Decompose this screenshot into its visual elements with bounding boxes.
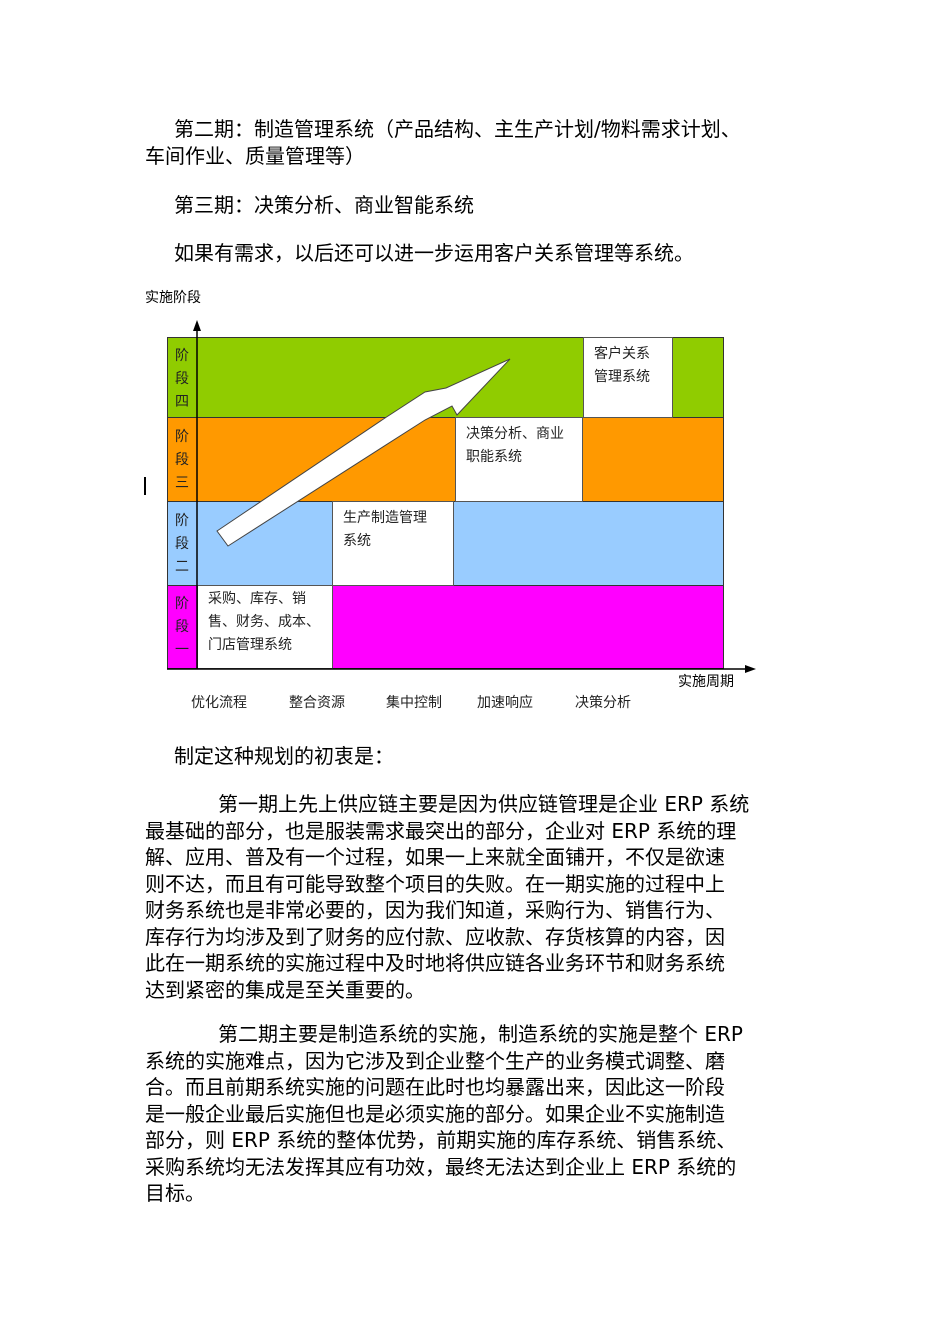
x-axis-label: 实施周期 xyxy=(678,674,734,690)
text-line: 合。而且前期系统实施的问题在此时也均暴露出来，因此这一阶段 xyxy=(145,1075,725,1099)
text-line: 系统的实施难点，因为它涉及到企业整个生产的业务模式调整、磨 xyxy=(145,1048,725,1073)
paragraph-future: 如果有需求，以后还可以进一步运用客户关系管理等系统。 xyxy=(145,240,825,267)
paragraph-phase-two: 第二期：制造管理系统（产品结构、主生产计划/物料需求计划、 车间作业、质量管理等… xyxy=(145,116,825,169)
y-axis-arrowhead xyxy=(193,320,201,331)
x-label: 集中控制 xyxy=(386,695,442,711)
text-line: 是一般企业最后实施但也是必须实施的部分。如果企业不实施制造 xyxy=(145,1101,725,1126)
crm-system-box: 客户关系 管理系统 xyxy=(583,337,673,418)
paragraph-intent: 制定这种规划的初衷是： xyxy=(145,743,825,770)
paragraph-phase-one-rationale: 第一期上先上供应链主要是因为供应链管理是企业 ERP 系统 最基础的部分，也是服… xyxy=(145,791,825,1003)
stage-one-label: 阶段一 xyxy=(175,596,189,658)
manufacturing-system-box: 生产制造管理 系统 xyxy=(332,501,454,586)
text-line: 财务系统也是非常必要的，因为我们知道，采购行为、销售行为、 xyxy=(145,898,725,922)
x-label: 加速响应 xyxy=(477,695,533,711)
diagram-graphics xyxy=(144,320,756,673)
stage-two-label: 阶段二 xyxy=(175,513,189,575)
text-line: 库存行为均涉及到了财务的应付款、应收款、存货核算的内容，因 xyxy=(145,924,725,949)
text-line: 目标。 xyxy=(145,1181,205,1205)
y-axis-label: 实施阶段 xyxy=(145,290,201,306)
text-line: 第三期：决策分析、商业智能系统 xyxy=(174,193,474,217)
supply-chain-system-box: 采购、库存、销 售、财务、成本、 门店管理系统 xyxy=(197,585,333,669)
stage-four-label: 阶段四 xyxy=(175,348,189,410)
text-line: 第二期主要是制造系统的实施，制造系统的实施是整个 ERP xyxy=(218,1022,743,1046)
text-line: 第一期上先上供应链主要是因为供应链管理是企业 ERP 系统 xyxy=(218,792,750,816)
paragraph-phase-two-rationale: 第二期主要是制造系统的实施，制造系统的实施是整个 ERP 系统的实施难点，因为它… xyxy=(145,1021,825,1207)
text-line: 采购系统均无法发挥其应有功效，最终无法达到企业上 ERP 系统的 xyxy=(145,1154,737,1179)
decision-system-box: 决策分析、商业 职能系统 xyxy=(455,417,583,502)
text-line: 如果有需求，以后还可以进一步运用客户关系管理等系统。 xyxy=(174,241,694,265)
paragraph-phase-three: 第三期：决策分析、商业智能系统 xyxy=(145,192,825,219)
progress-arrow-icon xyxy=(216,358,511,547)
x-label: 优化流程 xyxy=(191,695,247,711)
text-line: 制定这种规划的初衷是： xyxy=(174,744,394,768)
text-line: 此在一期系统的实施过程中及时地将供应链各业务环节和财务系统 xyxy=(145,951,725,975)
text-line: 部分，则 ERP 系统的整体优势，前期实施的库存系统、销售系统、 xyxy=(145,1128,737,1152)
stage-three-label: 阶段三 xyxy=(175,429,189,491)
text-line: 达到紧密的集成是至关重要的。 xyxy=(145,977,425,1002)
text-line: 第二期：制造管理系统（产品结构、主生产计划/物料需求计划、 xyxy=(174,117,741,141)
x-label: 整合资源 xyxy=(289,695,345,711)
text-line: 解、应用、普及有一个过程，如果一上来就全面铺开，不仅是欲速 xyxy=(145,845,725,869)
text-line: 则不达，而且有可能导致整个项目的失败。在一期实施的过程中上 xyxy=(145,871,725,896)
text-line: 车间作业、质量管理等） xyxy=(145,143,365,168)
text-line: 最基础的部分，也是服装需求最突出的部分，企业对 ERP 系统的理 xyxy=(145,818,737,843)
x-axis-arrowhead xyxy=(745,665,756,673)
x-label: 决策分析 xyxy=(575,695,631,711)
